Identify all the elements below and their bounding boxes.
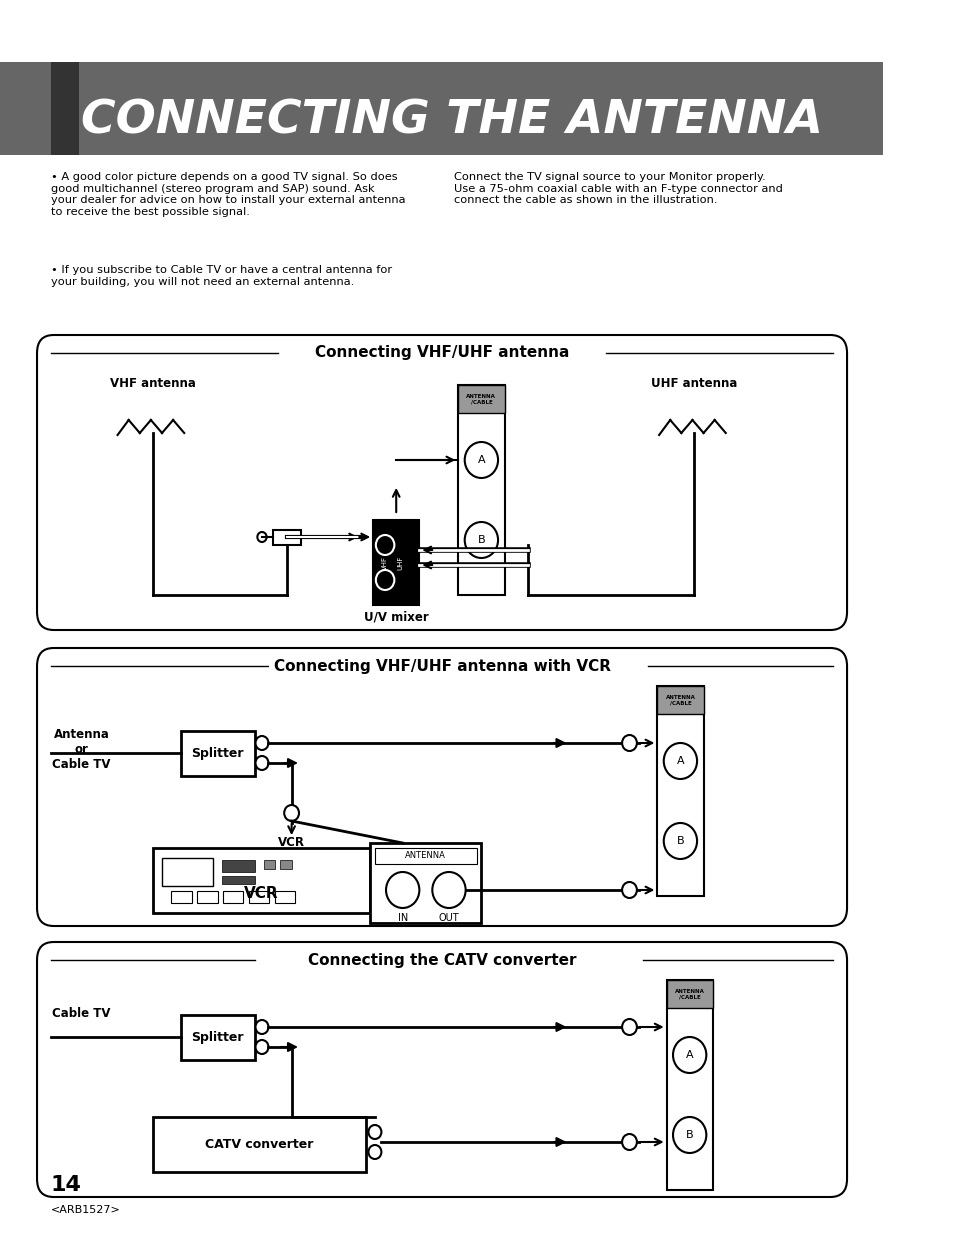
Bar <box>152 1116 365 1172</box>
Text: IN: IN <box>397 913 407 923</box>
Text: • If you subscribe to Cable TV or have a central antenna for
your building, you : • If you subscribe to Cable TV or have a… <box>51 266 392 287</box>
Circle shape <box>621 882 637 898</box>
Circle shape <box>255 736 268 750</box>
Bar <box>197 890 217 903</box>
Circle shape <box>432 872 465 908</box>
Bar <box>375 848 476 864</box>
Text: ANTENNA: ANTENNA <box>405 851 446 861</box>
Bar <box>373 520 419 605</box>
Circle shape <box>621 1019 637 1035</box>
Bar <box>457 385 504 595</box>
Text: VHF antenna: VHF antenna <box>110 377 195 390</box>
Bar <box>223 890 243 903</box>
Text: ANTENNA
/CABLE: ANTENNA /CABLE <box>674 988 704 999</box>
Text: Splitter: Splitter <box>192 747 244 760</box>
Circle shape <box>663 743 697 779</box>
Text: UHF: UHF <box>397 556 403 569</box>
Circle shape <box>368 1125 381 1139</box>
Bar <box>180 1015 254 1060</box>
Bar <box>222 860 254 872</box>
Text: OUT: OUT <box>438 913 458 923</box>
Bar <box>180 731 254 776</box>
Text: VHF: VHF <box>382 556 388 569</box>
Text: Antenna
or
Cable TV: Antenna or Cable TV <box>52 727 111 771</box>
Circle shape <box>464 522 497 558</box>
Text: B: B <box>477 535 485 545</box>
Text: A: A <box>685 1050 693 1060</box>
Bar <box>666 981 712 1191</box>
Circle shape <box>255 1040 268 1053</box>
Text: B: B <box>685 1130 693 1140</box>
Bar <box>280 860 292 869</box>
Text: Connecting VHF/UHF antenna: Connecting VHF/UHF antenna <box>314 346 569 361</box>
Bar <box>370 844 481 923</box>
Text: ANTENNA
/CABLE: ANTENNA /CABLE <box>466 394 496 404</box>
Bar <box>457 385 504 412</box>
Circle shape <box>255 1020 268 1034</box>
Bar <box>249 890 269 903</box>
Text: Connecting the CATV converter: Connecting the CATV converter <box>308 952 576 967</box>
Text: ANTENNA
/CABLE: ANTENNA /CABLE <box>665 694 695 705</box>
Bar <box>274 890 295 903</box>
FancyBboxPatch shape <box>37 335 846 630</box>
Circle shape <box>672 1116 705 1153</box>
Text: Splitter: Splitter <box>192 1031 244 1044</box>
Bar <box>666 981 712 1008</box>
Text: VCR: VCR <box>278 836 305 848</box>
Bar <box>222 876 254 884</box>
Circle shape <box>368 1145 381 1158</box>
Bar <box>172 890 192 903</box>
Text: UHF antenna: UHF antenna <box>651 377 737 390</box>
Circle shape <box>284 805 298 821</box>
FancyBboxPatch shape <box>37 648 846 926</box>
Text: CATV converter: CATV converter <box>205 1137 314 1151</box>
Bar <box>657 685 702 897</box>
Bar <box>51 62 78 156</box>
Circle shape <box>621 1134 637 1150</box>
Bar <box>273 530 300 545</box>
Circle shape <box>375 535 394 555</box>
Bar <box>0 62 882 156</box>
Text: Cable TV: Cable TV <box>52 1007 111 1020</box>
Circle shape <box>672 1037 705 1073</box>
Text: <ARB1527>: <ARB1527> <box>51 1205 120 1215</box>
Circle shape <box>375 571 394 590</box>
Circle shape <box>464 442 497 478</box>
Text: Connect the TV signal source to your Monitor properly.
Use a 75-ohm coaxial cabl: Connect the TV signal source to your Mon… <box>453 172 781 205</box>
Text: 14: 14 <box>51 1174 82 1195</box>
Bar <box>152 848 370 913</box>
Bar <box>657 685 702 714</box>
Text: VCR: VCR <box>244 885 278 902</box>
Text: Connecting VHF/UHF antenna with VCR: Connecting VHF/UHF antenna with VCR <box>274 658 610 673</box>
Text: • A good color picture depends on a good TV signal. So does
good multichannel (s: • A good color picture depends on a good… <box>51 172 405 217</box>
Circle shape <box>621 735 637 751</box>
Text: A: A <box>477 454 485 466</box>
Circle shape <box>386 872 419 908</box>
Text: CONNECTING THE ANTENNA: CONNECTING THE ANTENNA <box>81 98 822 143</box>
Text: A: A <box>676 756 683 766</box>
Text: B: B <box>676 836 683 846</box>
Bar <box>162 858 213 885</box>
Bar <box>264 860 274 869</box>
Circle shape <box>255 756 268 769</box>
Circle shape <box>257 532 266 542</box>
Circle shape <box>663 823 697 860</box>
FancyBboxPatch shape <box>37 942 846 1197</box>
Text: U/V mixer: U/V mixer <box>363 610 428 622</box>
